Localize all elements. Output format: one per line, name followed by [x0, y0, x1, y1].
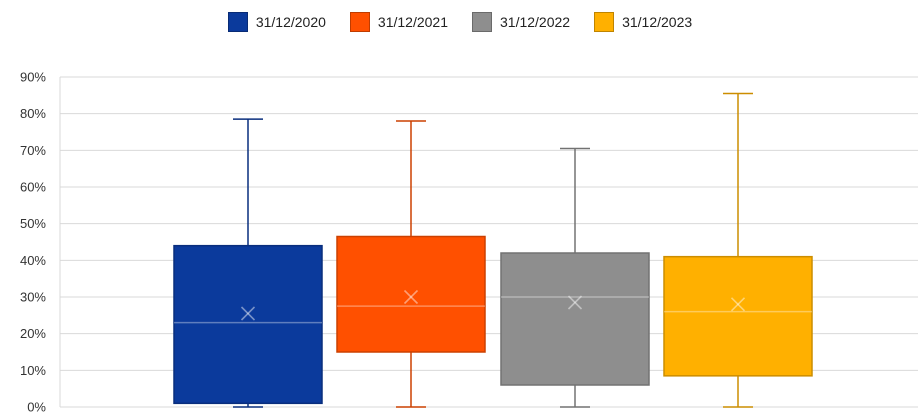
y-tick-label: 60% — [20, 180, 46, 195]
chart-legend: 31/12/2020 31/12/2021 31/12/2022 31/12/2… — [0, 12, 920, 32]
y-tick-label: 0% — [27, 400, 46, 412]
mean-marker-stroke — [567, 295, 583, 310]
y-tick-label: 40% — [20, 253, 46, 268]
legend-label-2021: 31/12/2021 — [377, 14, 448, 30]
y-tick-label: 30% — [20, 290, 46, 305]
mean-marker-stroke — [403, 289, 419, 305]
iqr-box — [500, 252, 650, 386]
legend-item-2023: 31/12/2023 — [594, 12, 692, 32]
y-tick-label: 20% — [20, 326, 46, 341]
box-plot-1 — [173, 118, 323, 408]
mean-marker — [730, 297, 746, 312]
y-tick-label: 10% — [20, 363, 46, 378]
mean-marker-stroke — [240, 306, 256, 321]
y-axis-ticks: 0% 10% 20% 30% 40% 50% 60% 70% 80% 90% — [20, 70, 46, 412]
iqr-box — [173, 244, 323, 405]
mean-marker — [403, 289, 419, 305]
y-tick-label: 80% — [20, 106, 46, 121]
legend-label-2020: 31/12/2020 — [255, 14, 326, 30]
legend-label-2023: 31/12/2023 — [622, 14, 693, 30]
y-tick-label: 50% — [20, 216, 46, 231]
box-plot-4 — [663, 92, 813, 408]
mean-marker-stroke — [240, 306, 256, 321]
box-plot-2 — [336, 120, 486, 408]
legend-label-2022: 31/12/2022 — [500, 14, 571, 30]
iqr-box — [336, 235, 486, 353]
legend-swatch-2021 — [349, 12, 370, 32]
box-plots — [173, 92, 813, 408]
mean-marker — [240, 306, 256, 321]
iqr-box — [663, 255, 813, 377]
legend-swatch-2023 — [594, 12, 615, 32]
mean-marker-stroke — [403, 289, 419, 305]
mean-marker-stroke — [730, 297, 746, 312]
legend-item-2022: 31/12/2022 — [472, 12, 570, 32]
mean-marker-stroke — [730, 297, 746, 312]
mean-marker-stroke — [567, 295, 583, 310]
legend-item-2021: 31/12/2021 — [349, 12, 448, 32]
legend-swatch-2022 — [472, 12, 492, 32]
mean-marker — [567, 295, 583, 310]
y-tick-label: 70% — [20, 143, 46, 158]
legend-item-2020: 31/12/2020 — [227, 12, 326, 32]
box-plot-3 — [500, 147, 650, 408]
y-tick-label: 90% — [20, 70, 46, 85]
legend-swatch-2020 — [227, 12, 248, 32]
